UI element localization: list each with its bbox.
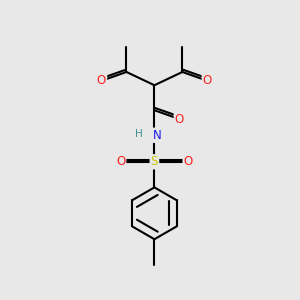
- Text: O: O: [184, 155, 193, 168]
- Text: S: S: [151, 155, 158, 168]
- Text: O: O: [97, 74, 106, 87]
- Text: N: N: [152, 129, 161, 142]
- Text: O: O: [116, 155, 125, 168]
- Text: H: H: [135, 129, 143, 139]
- Text: O: O: [203, 74, 212, 87]
- Text: O: O: [175, 112, 184, 126]
